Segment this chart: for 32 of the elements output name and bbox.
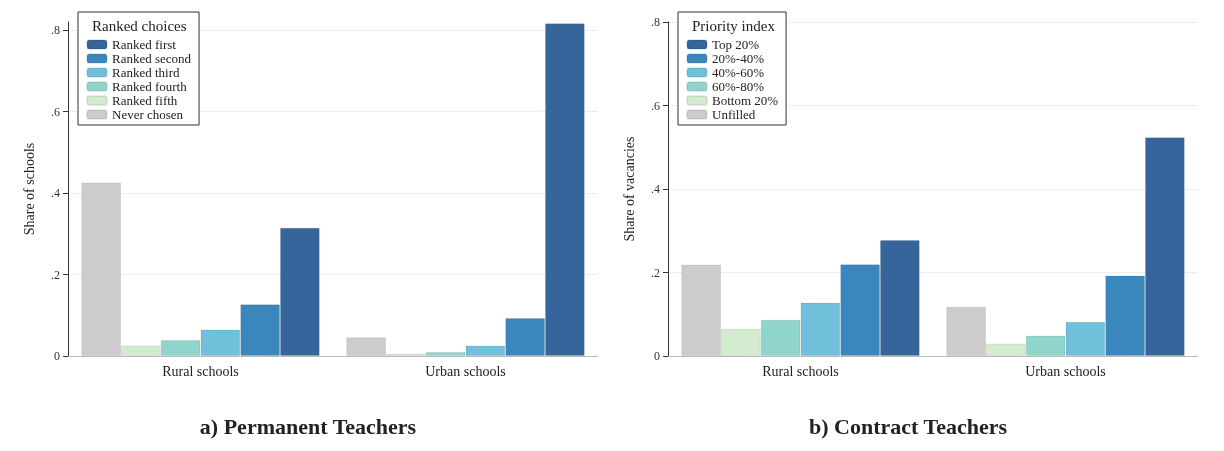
y-axis-title: Share of schools xyxy=(21,142,37,236)
y-tick-label: .8 xyxy=(651,15,660,29)
x-tick-label: Rural schools xyxy=(162,363,239,379)
legend-title: Ranked choices xyxy=(92,17,187,34)
x-tick-label: Urban schools xyxy=(425,363,506,379)
x-tick-label: Urban schools xyxy=(1025,363,1106,379)
y-tick-label: .6 xyxy=(651,98,660,113)
y-tick-label: .4 xyxy=(51,186,60,201)
legend-label: Unfilled xyxy=(712,107,756,122)
y-tick-label: 0 xyxy=(654,349,660,363)
legend-label: 40%-60% xyxy=(712,65,765,80)
y-tick-label: .2 xyxy=(51,267,60,282)
legend-label: Bottom 20% xyxy=(712,93,779,108)
y-axis-title: Share of vacancies xyxy=(621,136,637,242)
legend-label: 60%-80% xyxy=(712,79,765,94)
text: b) Contract Teachers xyxy=(809,413,1008,439)
y-tick-label: 0 xyxy=(54,349,60,363)
y-tick-label: .8 xyxy=(51,23,60,38)
x-tick-label: Rural schools xyxy=(762,363,839,379)
y-tick-label: .2 xyxy=(651,265,660,280)
text: a) Permanent Teachers xyxy=(199,413,417,439)
legend-label: Never chosen xyxy=(112,107,184,122)
legend-label: Ranked first xyxy=(112,37,177,52)
legend-label: Top 20% xyxy=(712,37,760,52)
legend-label: Ranked third xyxy=(112,65,181,80)
legend-label: Ranked second xyxy=(112,51,192,66)
y-tick-label: .4 xyxy=(651,182,660,196)
legend-label: Ranked fourth xyxy=(112,79,188,94)
y-tick-label: .6 xyxy=(51,104,60,119)
legend-title: Priority index xyxy=(692,17,776,34)
legend-label: Ranked fifth xyxy=(112,93,178,108)
legend-label: 20%-40% xyxy=(712,51,765,66)
